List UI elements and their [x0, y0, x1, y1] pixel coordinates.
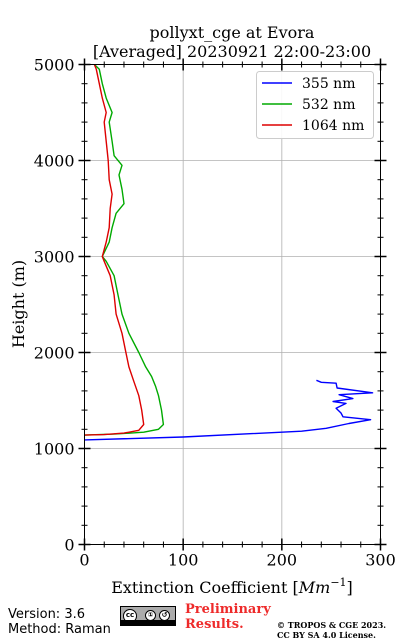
preliminary-notice: Preliminary Results. [185, 602, 271, 632]
series-lines [84, 63, 374, 441]
badge-strip [121, 620, 175, 625]
y-tick-label: 1000 [34, 440, 75, 459]
x-axis-label-prefix: Extinction Coefficient [ [111, 578, 299, 597]
y-axis-label: Height (m) [9, 260, 28, 348]
series-line-532-nm [84, 63, 165, 436]
legend-label: 1064 nm [302, 118, 364, 134]
copyright-notice: © TROPOS & CGE 2023. CC BY SA 4.0 Licens… [277, 620, 386, 640]
y-tick-label: 5000 [34, 56, 75, 75]
copyright-line1: © TROPOS & CGE 2023. [277, 620, 387, 630]
x-tick-label: 200 [267, 551, 298, 570]
x-axis-label-exponent: −1 [330, 576, 346, 589]
plot-frame [84, 64, 381, 545]
y-tick-labels: 0 1000 2000 3000 4000 5000 [34, 56, 75, 555]
x-tick-label: 300 [365, 551, 396, 570]
legend-label: 355 nm [302, 76, 355, 92]
x-tick-label: 100 [168, 551, 199, 570]
x-axis-label: Extinction Coefficient [Mm−1] [111, 576, 353, 597]
y-tick-label: 0 [64, 536, 74, 555]
y-tick-label: 4000 [34, 152, 75, 171]
cc-license-badge: cc ① ↺ [120, 606, 176, 626]
series-line-355-nm [84, 379, 374, 441]
axis-ticks [78, 58, 387, 551]
y-tick-label: 3000 [34, 248, 75, 267]
preliminary-line1: Preliminary [185, 602, 271, 617]
x-tick-label: 0 [79, 551, 89, 570]
preliminary-line2: Results. [185, 617, 244, 632]
x-axis-label-unit: Mm [298, 578, 331, 597]
extinction-profile-chart: pollyxt_cge at Evora [Averaged] 20230921… [9, 23, 396, 597]
x-tick-labels: 0 100 200 300 [79, 551, 395, 570]
method-text: Method: Raman [8, 622, 111, 637]
legend-frame [256, 71, 374, 139]
copyright-line2: CC BY SA 4.0 License. [277, 630, 376, 640]
chart-title-line1: pollyxt_cge at Evora [150, 23, 315, 42]
x-axis-label-suffix: ] [347, 578, 353, 597]
version-text: Version: 3.6 [8, 607, 85, 622]
y-tick-label: 2000 [34, 344, 75, 363]
legend: 355 nm 532 nm 1064 nm [256, 71, 374, 139]
legend-label: 532 nm [302, 97, 355, 113]
chart-title-line2: [Averaged] 20230921 22:00-23:00 [93, 42, 371, 61]
grid-lines [84, 64, 381, 545]
series-line-1064-nm [84, 64, 145, 436]
